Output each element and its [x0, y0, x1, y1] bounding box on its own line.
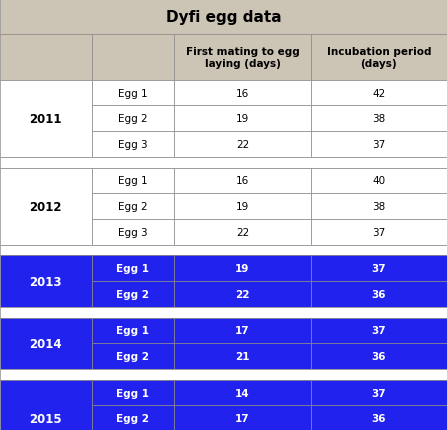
Bar — [0, 168, 92, 246]
Text: Egg 3: Egg 3 — [118, 227, 148, 238]
Bar — [174, 318, 311, 344]
Text: 38: 38 — [372, 114, 385, 124]
Bar — [0, 246, 447, 256]
Bar — [174, 80, 311, 106]
Text: 37: 37 — [371, 387, 386, 398]
Text: 37: 37 — [371, 326, 386, 336]
Text: 40: 40 — [372, 176, 385, 186]
Bar — [92, 380, 174, 405]
Bar — [311, 194, 447, 220]
Text: Egg 1: Egg 1 — [118, 88, 148, 98]
Bar — [174, 405, 311, 430]
Bar — [0, 369, 447, 380]
Bar — [92, 318, 174, 344]
Text: Egg 2: Egg 2 — [117, 289, 149, 300]
Text: First mating to egg
laying (days): First mating to egg laying (days) — [186, 47, 299, 69]
Bar — [311, 106, 447, 132]
Bar — [311, 35, 447, 80]
Bar — [0, 80, 92, 158]
Bar — [311, 405, 447, 430]
Text: 22: 22 — [236, 140, 249, 150]
Text: 2014: 2014 — [30, 337, 62, 350]
Bar — [92, 220, 174, 246]
Bar — [311, 380, 447, 405]
Text: 16: 16 — [236, 176, 249, 186]
Text: Egg 2: Egg 2 — [118, 202, 148, 212]
Text: 36: 36 — [371, 289, 386, 300]
Bar — [0, 307, 447, 318]
Bar — [92, 132, 174, 158]
Text: Egg 1: Egg 1 — [118, 176, 148, 186]
Text: 36: 36 — [371, 351, 386, 362]
Text: 36: 36 — [371, 413, 386, 424]
Text: 2015: 2015 — [30, 412, 62, 425]
Text: Egg 3: Egg 3 — [118, 140, 148, 150]
Text: 17: 17 — [235, 413, 250, 424]
Bar — [174, 168, 311, 194]
Bar — [92, 194, 174, 220]
Text: 37: 37 — [372, 227, 385, 238]
Bar — [92, 405, 174, 430]
Text: 22: 22 — [235, 289, 250, 300]
Bar — [92, 282, 174, 307]
Text: Dyfi egg data: Dyfi egg data — [166, 10, 281, 25]
Text: 37: 37 — [372, 140, 385, 150]
Text: 17: 17 — [235, 326, 250, 336]
Text: 14: 14 — [235, 387, 250, 398]
Bar — [92, 344, 174, 369]
Bar — [174, 132, 311, 158]
Text: 19: 19 — [236, 202, 249, 212]
Text: 2011: 2011 — [30, 113, 62, 126]
Text: 2013: 2013 — [30, 275, 62, 288]
Bar — [174, 344, 311, 369]
Text: Egg 2: Egg 2 — [117, 413, 149, 424]
Text: Egg 1: Egg 1 — [117, 387, 149, 398]
Bar — [174, 35, 311, 80]
Text: Incubation period
(days): Incubation period (days) — [327, 47, 431, 69]
Bar — [0, 318, 92, 369]
Text: 42: 42 — [372, 88, 385, 98]
Bar — [174, 194, 311, 220]
Text: 37: 37 — [371, 264, 386, 274]
Bar — [92, 106, 174, 132]
Bar — [174, 220, 311, 246]
Bar — [0, 380, 92, 430]
Bar — [311, 168, 447, 194]
Bar — [92, 168, 174, 194]
Text: Egg 1: Egg 1 — [117, 264, 149, 274]
Text: 21: 21 — [235, 351, 250, 362]
Bar — [92, 35, 174, 80]
Bar — [311, 132, 447, 158]
Text: 22: 22 — [236, 227, 249, 238]
Text: 38: 38 — [372, 202, 385, 212]
Bar — [174, 256, 311, 282]
Bar — [174, 282, 311, 307]
Text: Egg 2: Egg 2 — [117, 351, 149, 362]
Bar — [311, 220, 447, 246]
Bar — [0, 0, 447, 35]
Text: Egg 2: Egg 2 — [118, 114, 148, 124]
Bar — [92, 80, 174, 106]
Bar — [0, 256, 92, 307]
Bar — [0, 158, 447, 168]
Bar — [92, 256, 174, 282]
Text: 2012: 2012 — [30, 200, 62, 213]
Bar — [311, 318, 447, 344]
Text: 16: 16 — [236, 88, 249, 98]
Bar — [311, 80, 447, 106]
Text: 19: 19 — [236, 114, 249, 124]
Text: 19: 19 — [235, 264, 250, 274]
Bar — [0, 35, 92, 80]
Bar — [311, 256, 447, 282]
Bar — [174, 106, 311, 132]
Bar — [311, 282, 447, 307]
Text: Egg 1: Egg 1 — [117, 326, 149, 336]
Bar — [311, 344, 447, 369]
Bar — [174, 380, 311, 405]
